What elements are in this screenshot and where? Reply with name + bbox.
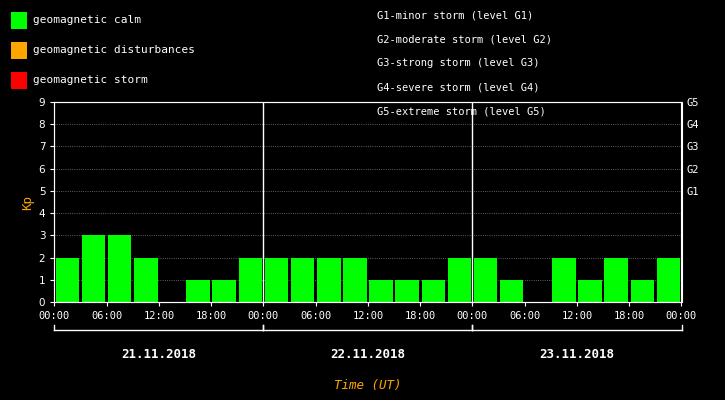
Text: geomagnetic disturbances: geomagnetic disturbances (33, 45, 194, 55)
Text: 21.11.2018: 21.11.2018 (121, 348, 196, 361)
Bar (579, 280, 602, 302)
Bar (134, 258, 157, 302)
Bar (291, 258, 315, 302)
Bar (108, 235, 131, 302)
Bar (239, 258, 262, 302)
Bar (56, 258, 79, 302)
Text: geomagnetic storm: geomagnetic storm (33, 75, 147, 85)
Y-axis label: Kp: Kp (22, 194, 35, 210)
Bar (82, 235, 105, 302)
Text: G4-severe storm (level G4): G4-severe storm (level G4) (377, 82, 539, 92)
Text: 22.11.2018: 22.11.2018 (331, 348, 405, 361)
Bar (447, 258, 471, 302)
Text: 23.11.2018: 23.11.2018 (539, 348, 615, 361)
Bar (395, 280, 419, 302)
Bar (186, 280, 210, 302)
Text: G5-extreme storm (level G5): G5-extreme storm (level G5) (377, 106, 546, 116)
Bar (343, 258, 367, 302)
Bar (369, 280, 393, 302)
Bar (657, 258, 680, 302)
Bar (500, 280, 523, 302)
Bar (631, 280, 654, 302)
Bar (605, 258, 628, 302)
Bar (552, 258, 576, 302)
Bar (473, 258, 497, 302)
Bar (265, 258, 289, 302)
Bar (317, 258, 341, 302)
Text: geomagnetic calm: geomagnetic calm (33, 15, 141, 25)
Text: G3-strong storm (level G3): G3-strong storm (level G3) (377, 58, 539, 68)
Text: G2-moderate storm (level G2): G2-moderate storm (level G2) (377, 34, 552, 44)
Text: G1-minor storm (level G1): G1-minor storm (level G1) (377, 10, 534, 20)
Bar (212, 280, 236, 302)
Text: Time (UT): Time (UT) (334, 379, 402, 392)
Bar (421, 280, 445, 302)
